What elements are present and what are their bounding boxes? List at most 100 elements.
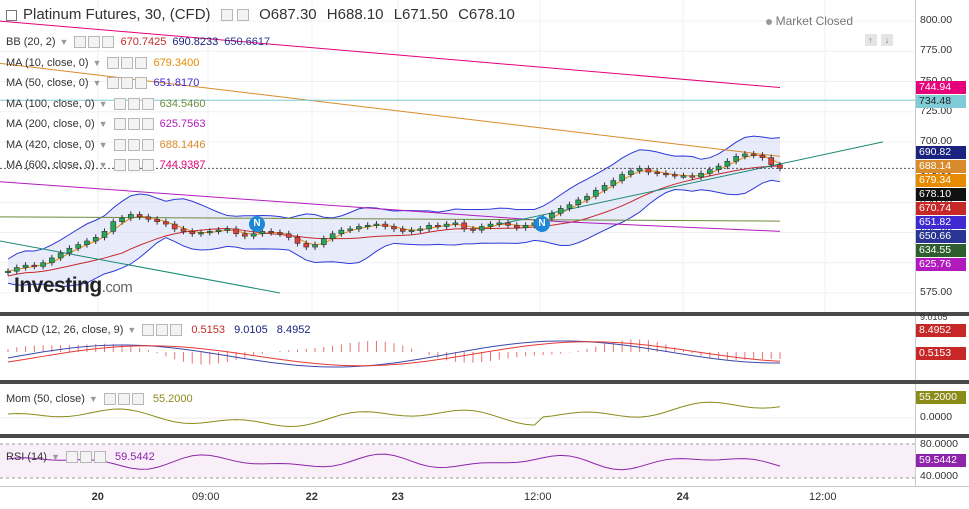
eye-icon[interactable] bbox=[142, 324, 155, 337]
chevron-down-icon[interactable]: ▼ bbox=[50, 452, 60, 462]
chevron-down-icon[interactable]: ▼ bbox=[92, 57, 102, 68]
eye-icon[interactable] bbox=[113, 97, 126, 110]
settings-icon[interactable] bbox=[236, 9, 249, 22]
eye-icon[interactable] bbox=[107, 56, 120, 69]
indicator-label[interactable]: MA (50, close, 0) bbox=[6, 77, 89, 89]
price-tag: 651.82 bbox=[916, 216, 966, 229]
collapse-icon[interactable] bbox=[6, 9, 17, 21]
candle-body bbox=[312, 244, 318, 248]
ma200-line bbox=[0, 181, 561, 223]
time-axis[interactable]: 20 09:00 22 23 12:00 24 12:00 bbox=[0, 486, 969, 509]
eye-icon[interactable] bbox=[113, 118, 126, 131]
rsi-label[interactable]: RSI (14) bbox=[6, 451, 47, 463]
price-axis-tick: 800.00 bbox=[920, 14, 953, 27]
price-axis-tick: 575.00 bbox=[920, 285, 953, 298]
candle-body bbox=[724, 160, 731, 167]
close-icon[interactable] bbox=[102, 36, 115, 49]
time-axis-label: 24 bbox=[676, 491, 689, 503]
indicator-label[interactable]: BB (20, 2) bbox=[6, 36, 56, 48]
macd-label[interactable]: MACD (12, 26, close, 9) bbox=[6, 324, 124, 336]
eye-icon[interactable] bbox=[74, 36, 87, 49]
mom-axis[interactable]: 55.2000 0.0000 bbox=[915, 384, 969, 434]
close-icon[interactable] bbox=[141, 159, 154, 172]
eye-icon[interactable] bbox=[220, 9, 233, 22]
close-icon[interactable] bbox=[135, 56, 148, 69]
close-icon[interactable] bbox=[141, 97, 154, 110]
settings-icon[interactable] bbox=[127, 97, 140, 110]
chevron-down-icon[interactable]: ▼ bbox=[92, 78, 102, 88]
mom-pane[interactable]: Mom (50, close) ▼ 55.2000 bbox=[0, 384, 915, 434]
chevron-down-icon[interactable]: ▼ bbox=[98, 98, 108, 109]
price-axis[interactable]: 800.00775.00750.00725.00700.00675.00650.… bbox=[915, 0, 969, 312]
macd-chart[interactable] bbox=[0, 316, 915, 380]
arrow-down-icon[interactable]: ↓ bbox=[881, 34, 893, 46]
rsi-axis[interactable]: 80.0000 59.5442 40.0000 bbox=[915, 438, 969, 486]
candle-body bbox=[399, 228, 406, 232]
low-value: L671.50 bbox=[393, 6, 448, 23]
close-icon[interactable] bbox=[131, 393, 144, 406]
macd-pane[interactable]: MACD (12, 26, close, 9) ▼ 0.5153 9.0105 8… bbox=[0, 316, 915, 380]
symbol-title[interactable]: Platinum Futures, 30, (CFD) bbox=[23, 6, 211, 23]
chevron-down-icon[interactable]: ▼ bbox=[88, 394, 98, 404]
settings-icon[interactable] bbox=[127, 159, 140, 172]
rsi-pane[interactable]: RSI (14) ▼ 59.5442 bbox=[0, 438, 915, 486]
indicator-row: MA (10, close, 0) ▼ 679.3400 bbox=[6, 54, 199, 72]
close-icon[interactable] bbox=[141, 118, 154, 131]
macd-axis[interactable]: 9.0105 8.4952 0.5153 bbox=[915, 312, 969, 380]
price-tag: 678.10 bbox=[916, 188, 966, 201]
close-icon[interactable] bbox=[170, 324, 183, 337]
settings-icon[interactable] bbox=[127, 118, 140, 131]
pane-separator[interactable] bbox=[0, 312, 969, 316]
candle-body bbox=[715, 165, 722, 171]
time-axis-label: 12:00 bbox=[809, 491, 837, 503]
news-badge[interactable]: N bbox=[249, 216, 265, 232]
indicator-label[interactable]: MA (100, close, 0) bbox=[6, 97, 95, 110]
close-icon[interactable] bbox=[93, 451, 106, 464]
eye-icon[interactable] bbox=[107, 77, 120, 90]
candle-body bbox=[110, 221, 117, 232]
chevron-down-icon[interactable]: ▼ bbox=[98, 160, 108, 170]
candle-body bbox=[303, 243, 310, 248]
time-axis-label: 09:00 bbox=[192, 491, 220, 503]
indicator-label[interactable]: MA (420, close, 0) bbox=[6, 138, 95, 151]
market-status-text: Market Closed bbox=[775, 14, 853, 28]
news-badge[interactable]: N bbox=[534, 216, 550, 232]
settings-icon[interactable] bbox=[117, 393, 130, 406]
settings-icon[interactable] bbox=[121, 56, 134, 69]
indicator-label[interactable]: MA (600, close, 0) bbox=[6, 159, 95, 171]
candle-body bbox=[636, 168, 643, 172]
candle-body bbox=[119, 217, 125, 222]
settings-icon[interactable] bbox=[121, 77, 134, 90]
price-pane[interactable]: Platinum Futures, 30, (CFD) O687.30 H688… bbox=[0, 0, 915, 312]
candle-body bbox=[329, 233, 336, 239]
chevron-down-icon[interactable]: ▼ bbox=[59, 37, 69, 47]
rsi-tag: 59.5442 bbox=[916, 454, 966, 467]
eye-icon[interactable] bbox=[103, 393, 116, 406]
mom-chart[interactable] bbox=[0, 384, 915, 434]
pane-separator[interactable] bbox=[0, 380, 969, 384]
indicator-value: 679.3400 bbox=[153, 56, 200, 69]
pane-separator[interactable] bbox=[0, 434, 969, 438]
eye-icon[interactable] bbox=[65, 451, 78, 464]
candle-body bbox=[259, 231, 266, 235]
pane-arrows: ↑ ↓ bbox=[864, 30, 893, 48]
chevron-down-icon[interactable]: ▼ bbox=[98, 139, 108, 150]
macd-tag: 0.5153 bbox=[916, 347, 966, 360]
rsi-chart[interactable] bbox=[0, 438, 915, 486]
eye-icon[interactable] bbox=[113, 159, 126, 172]
settings-icon[interactable] bbox=[88, 36, 101, 49]
arrow-up-icon[interactable]: ↑ bbox=[864, 34, 877, 46]
indicator-label[interactable]: MA (10, close, 0) bbox=[6, 56, 89, 69]
mom-label[interactable]: Mom (50, close) bbox=[6, 393, 85, 405]
price-tag: 634.55 bbox=[916, 244, 966, 257]
settings-icon[interactable] bbox=[79, 451, 92, 464]
settings-icon[interactable] bbox=[156, 324, 169, 337]
close-icon[interactable] bbox=[135, 77, 148, 90]
close-icon[interactable] bbox=[141, 138, 154, 151]
candle-body bbox=[382, 223, 389, 227]
chevron-down-icon[interactable]: ▼ bbox=[98, 119, 108, 129]
eye-icon[interactable] bbox=[113, 138, 126, 151]
chevron-down-icon[interactable]: ▼ bbox=[127, 325, 137, 335]
indicator-label[interactable]: MA (200, close, 0) bbox=[6, 118, 95, 130]
settings-icon[interactable] bbox=[127, 138, 140, 151]
